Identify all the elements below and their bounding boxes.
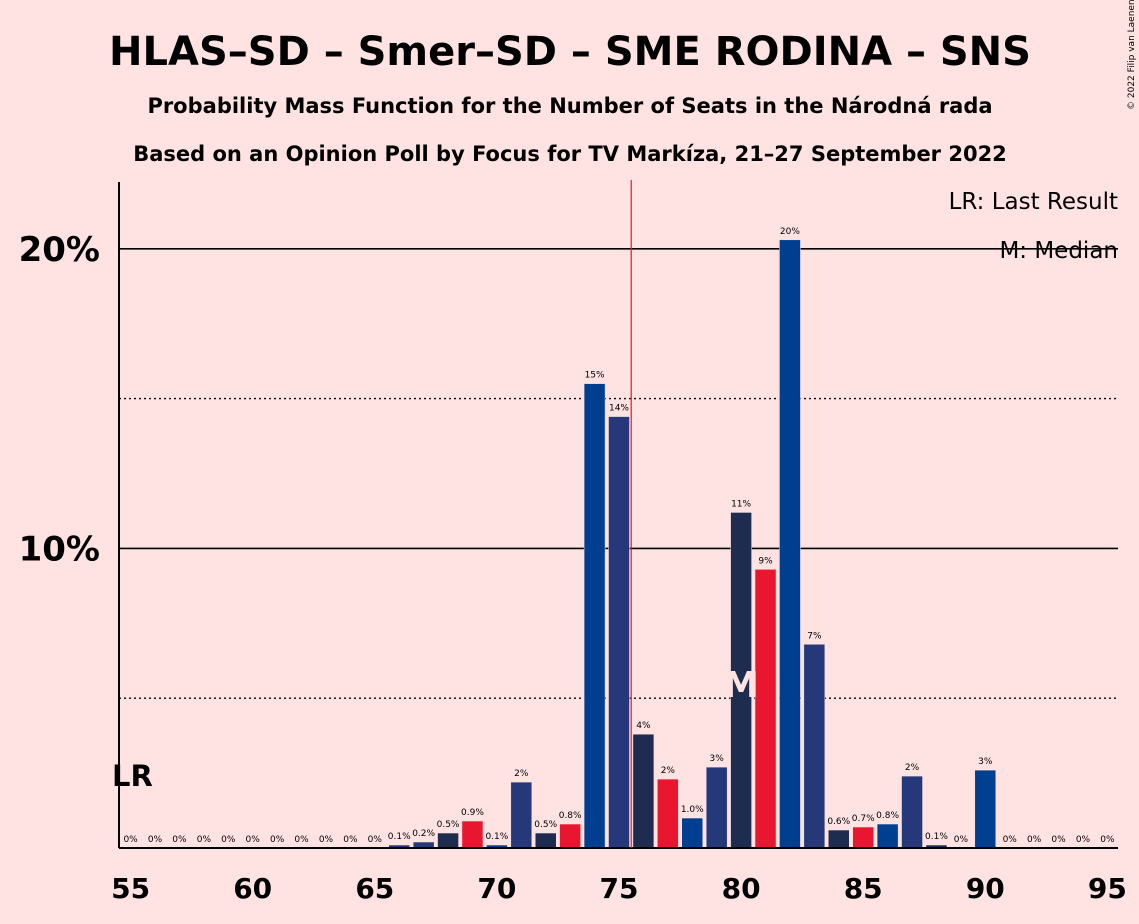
data-label-seats-85: 0.7% — [852, 814, 875, 824]
bar-seats-69 — [461, 820, 484, 849]
data-label-seats-63: 0% — [319, 835, 334, 845]
legend-median: M: Median — [999, 238, 1118, 264]
data-label-seats-65: 0% — [368, 835, 383, 845]
data-label-seats-68: 0.5% — [437, 820, 460, 830]
x-tick-label: 65 — [355, 872, 394, 905]
data-label-seats-64: 0% — [343, 835, 358, 845]
bar-seats-68 — [437, 832, 459, 849]
chart-title: HLAS–SD – Smer–SD – SME RODINA – SNS — [109, 29, 1031, 75]
data-label-seats-92: 0% — [1027, 835, 1042, 845]
data-label-seats-67: 0.2% — [412, 829, 435, 839]
data-label-seats-82: 20% — [780, 227, 800, 237]
data-label-seats-74: 15% — [585, 371, 605, 381]
y-tick-label: 20% — [19, 230, 100, 270]
x-tick-label: 60 — [233, 872, 272, 905]
data-label-seats-55: 0% — [123, 835, 138, 845]
x-tick-label: 75 — [600, 872, 639, 905]
data-label-seats-79: 3% — [710, 754, 725, 764]
data-label-seats-61: 0% — [270, 835, 285, 845]
data-label-seats-66: 0.1% — [388, 832, 411, 842]
bar-seats-77 — [657, 778, 679, 849]
data-label-seats-77: 2% — [661, 766, 676, 776]
bar-seats-85 — [852, 826, 874, 849]
data-label-seats-75: 14% — [609, 404, 629, 414]
bar-seats-79 — [705, 766, 728, 849]
bar-seats-73 — [559, 823, 581, 849]
data-label-seats-80: 11% — [731, 499, 751, 509]
median-marker: M — [723, 665, 759, 706]
data-label-seats-60: 0% — [246, 835, 261, 845]
chart-subtitle-1: Probability Mass Function for the Number… — [147, 94, 992, 118]
data-label-seats-56: 0% — [148, 835, 163, 845]
x-tick-label: 70 — [477, 872, 516, 905]
bar-seats-84 — [828, 829, 850, 849]
copyright: © 2022 Filip van Laenen — [1127, 0, 1137, 110]
data-label-seats-71: 2% — [514, 769, 529, 779]
data-label-seats-87: 2% — [905, 763, 920, 773]
data-label-seats-89: 0% — [954, 835, 969, 845]
data-label-seats-57: 0% — [172, 835, 187, 845]
chart-subtitle-2: Based on an Opinion Poll by Focus for TV… — [133, 142, 1007, 166]
x-ticks: 55 60 65 70 75 80 85 90 95 — [111, 872, 1127, 905]
data-label-seats-72: 0.5% — [534, 820, 557, 830]
data-label-seats-70: 0.1% — [485, 832, 508, 842]
data-label-seats-86: 0.8% — [876, 811, 899, 821]
bar-seats-81 — [754, 569, 777, 849]
y-ticks: 10% 20% — [19, 230, 100, 570]
data-label-seats-78: 1.0% — [681, 805, 704, 815]
data-label-seats-84: 0.6% — [827, 817, 850, 827]
data-label-seats-88: 0.1% — [925, 832, 948, 842]
x-tick-label: 95 — [1088, 872, 1127, 905]
data-label-seats-69: 0.9% — [461, 808, 484, 818]
data-label-seats-83: 7% — [807, 631, 822, 641]
data-label-seats-76: 4% — [636, 721, 651, 731]
data-label-seats-90: 3% — [978, 757, 993, 767]
data-label-seats-91: 0% — [1003, 835, 1018, 845]
y-tick-label: 10% — [19, 529, 100, 569]
bar-seats-86 — [876, 823, 899, 849]
bar-seats-87 — [901, 775, 923, 849]
bars — [388, 239, 997, 849]
data-labels: 0% 0% 0% 0% 0% 0% 0% 0% 0% 0% 0% 0.1% 0.2%0.5%0.9%0.… — [123, 227, 1115, 845]
bar-seats-78 — [681, 817, 704, 849]
data-label-seats-59: 0% — [221, 835, 236, 845]
data-label-seats-81: 9% — [758, 556, 773, 566]
bar-seats-74 — [583, 383, 606, 849]
bar-seats-76 — [632, 733, 655, 849]
legend-last-result: LR: Last Result — [949, 189, 1118, 215]
data-label-seats-93: 0% — [1051, 835, 1066, 845]
bar-seats-83 — [803, 644, 826, 849]
data-label-seats-62: 0% — [294, 835, 309, 845]
data-label-seats-58: 0% — [197, 835, 212, 845]
x-tick-label: 55 — [111, 872, 150, 905]
bar-seats-71 — [510, 781, 533, 849]
bar-seats-72 — [534, 832, 557, 849]
bar-seats-75 — [608, 416, 630, 849]
data-label-seats-94: 0% — [1076, 835, 1091, 845]
x-tick-label: 90 — [966, 872, 1005, 905]
bar-seats-90 — [974, 769, 997, 849]
last-result-marker: LR — [112, 759, 153, 793]
data-label-seats-95: 0% — [1100, 835, 1115, 845]
x-tick-label: 85 — [844, 872, 883, 905]
data-label-seats-73: 0.8% — [559, 811, 582, 821]
x-tick-label: 80 — [722, 872, 761, 905]
bar-seats-82 — [779, 239, 801, 849]
